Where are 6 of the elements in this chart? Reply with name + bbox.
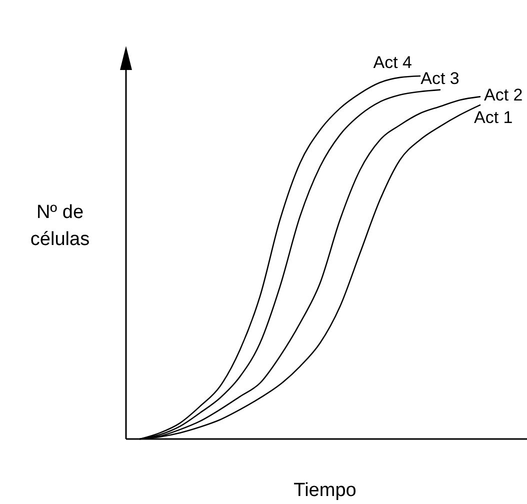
x-axis-title: Tiempo bbox=[294, 480, 356, 501]
y-axis-title: Nº de células bbox=[30, 202, 90, 250]
series-label: Act 1 bbox=[474, 108, 513, 128]
series-label: Act 3 bbox=[420, 68, 460, 88]
series-label: Act 2 bbox=[484, 86, 523, 105]
series-label: Act 4 bbox=[373, 53, 412, 72]
